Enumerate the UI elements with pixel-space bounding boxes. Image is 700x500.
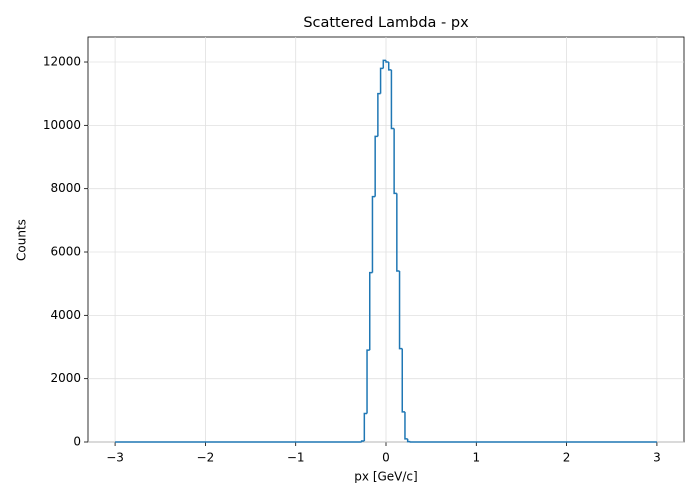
- histogram-step: [382, 59, 386, 69]
- histogram-step: [377, 92, 381, 137]
- y-axis-label: Counts: [15, 219, 29, 261]
- histogram-step: [385, 60, 389, 63]
- histogram-step: [398, 271, 403, 350]
- y-tick-label: 8000: [50, 181, 81, 195]
- histogram-step: [396, 193, 400, 272]
- y-tick-label: 0: [73, 435, 81, 449]
- y-tick-label: 10000: [43, 118, 81, 132]
- histogram-step: [379, 67, 384, 94]
- y-tick-label: 12000: [43, 55, 81, 69]
- histogram-step: [374, 135, 378, 197]
- y-tick-label: 4000: [50, 308, 81, 322]
- x-tick-label: −1: [287, 451, 305, 465]
- histogram-step: [363, 412, 368, 442]
- histogram-step: [371, 195, 376, 273]
- histogram-step: [404, 411, 408, 440]
- histogram-step: [387, 62, 392, 71]
- x-tick-label: 0: [382, 451, 390, 465]
- x-tick-label: 1: [472, 451, 480, 465]
- x-tick-label: 3: [653, 451, 661, 465]
- x-axis-label: px [GeV/c]: [354, 470, 417, 484]
- x-tick-label: −2: [197, 451, 215, 465]
- histogram-step: [401, 348, 405, 413]
- histogram-step: [393, 128, 397, 195]
- x-tick-label: 2: [563, 451, 571, 465]
- histogram-step: [366, 349, 370, 414]
- y-tick-label: 6000: [50, 245, 81, 259]
- chart-title: Scattered Lambda - px: [303, 15, 469, 31]
- y-tick-label: 2000: [50, 371, 81, 385]
- histogram-step: [360, 440, 365, 442]
- histogram-step: [406, 438, 411, 443]
- histogram-step: [368, 271, 373, 351]
- x-tick-label: −3: [106, 451, 124, 465]
- histogram-step: [390, 69, 395, 130]
